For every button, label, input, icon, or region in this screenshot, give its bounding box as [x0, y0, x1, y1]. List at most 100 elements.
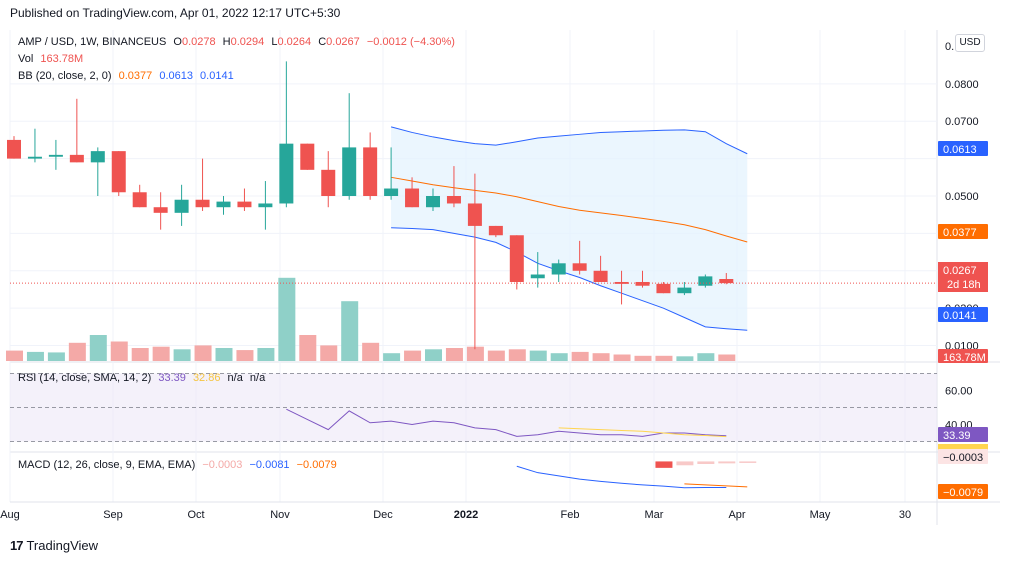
rsi-tick-label: 60.00 [945, 386, 973, 398]
candle-body [300, 143, 315, 170]
rsi-legend: RSI (14, close, SMA, 14, 2) 33.39 32.86 … [18, 372, 266, 384]
volume-legend: Vol 163.78M [18, 53, 84, 65]
bb-lower-value: 0.0141 [200, 70, 234, 82]
volume-bar [655, 355, 673, 361]
time-tick-label: 2022 [454, 509, 478, 521]
macd-value: −0.0081 [249, 459, 290, 471]
volume-bar [131, 348, 149, 361]
candle-body [698, 276, 713, 286]
macd-pane[interactable] [516, 461, 757, 489]
macd-histogram-bar [697, 461, 715, 464]
candle-body [677, 287, 692, 294]
volume-bar [383, 353, 401, 361]
candle-body [614, 281, 629, 284]
countdown-label: 2d 18h [947, 279, 981, 291]
change-value: −0.0012 (−4.30%) [366, 36, 455, 48]
candle-body [405, 188, 420, 208]
volume-bar [278, 277, 296, 361]
volume-bar [634, 355, 652, 361]
volume-badge-label: 163.78M [943, 352, 986, 364]
macd-histogram-bar [739, 461, 757, 463]
high-value: 0.0294 [230, 36, 265, 48]
rsi-pane[interactable] [10, 373, 937, 442]
price-tick-label-top: 0. [945, 41, 954, 53]
volume-bar [26, 351, 44, 361]
candle-body [7, 139, 21, 159]
footer-brand: 17 TradingView [10, 538, 98, 553]
volume-bar [299, 335, 317, 361]
candle-body [27, 156, 42, 159]
candle-body [342, 147, 357, 196]
time-tick-label: Nov [270, 509, 290, 521]
volume-bar [466, 346, 484, 361]
rsi-sma-badge [938, 444, 988, 452]
candle-body [509, 235, 524, 282]
bb-legend: BB (20, close, 2, 0) 0.0377 0.0613 0.014… [18, 70, 234, 82]
volume-bar [592, 353, 610, 361]
macd-histogram-bar [676, 461, 694, 466]
bb-basis-badge-bg [938, 224, 988, 239]
candle-body [572, 263, 587, 271]
last-price-label: 0.0267 [943, 265, 977, 277]
time-tick-label: Aug [0, 509, 20, 521]
price-pane[interactable] [6, 61, 937, 361]
volume-bar [718, 354, 736, 361]
volume-bar [487, 350, 505, 361]
volume-value: 163.78M [40, 53, 84, 65]
candle-body [195, 199, 210, 208]
macd-signal-line [684, 483, 748, 488]
bb-upper-badge-label: 0.0613 [943, 144, 977, 156]
volume-bar [341, 301, 359, 361]
candle-body [216, 201, 231, 208]
candle-body [69, 154, 84, 163]
volume-bar [445, 348, 463, 361]
macd-signal-badge: −0.0079 [938, 484, 988, 499]
candle-body [488, 225, 503, 236]
candle-body [321, 169, 336, 196]
published-caption: Published on TradingView.com, Apr 01, 20… [10, 6, 341, 20]
volume-bar [613, 354, 631, 361]
candle-body [174, 199, 189, 213]
candle-body [635, 281, 650, 286]
volume-bar [257, 348, 275, 361]
volume-bar [194, 345, 212, 361]
volume-bar [425, 349, 442, 361]
low-value: 0.0264 [277, 36, 312, 48]
volume-badge-bg [938, 349, 988, 363]
volume-bar [6, 350, 23, 361]
bb-basis-value: 0.0377 [118, 70, 153, 82]
macd-hist-badge-bg [938, 449, 988, 464]
rsi-line [286, 408, 727, 437]
rsi-badge: 33.39 [938, 427, 988, 442]
rsi-sma-line [558, 427, 727, 438]
time-tick-label: May [810, 509, 831, 521]
bb-lower-badge: 0.0141 [938, 307, 988, 322]
time-tick-label: 30 [899, 509, 911, 521]
volume-badge: 163.78M [938, 349, 988, 364]
bb-basis-badge: 0.0377 [938, 224, 988, 239]
volume-bar [676, 356, 694, 361]
macd-signal-badge-label: −0.0079 [943, 487, 983, 499]
candle-body [90, 151, 105, 163]
volume-bar [320, 345, 338, 361]
volume-bar [404, 350, 422, 361]
bb-lower-line [391, 227, 748, 331]
candle-body [551, 263, 566, 275]
macd-histogram-bar [718, 461, 736, 464]
currency-button[interactable]: USD [955, 34, 985, 52]
volume-bar [236, 350, 254, 361]
candle-body [363, 147, 378, 196]
time-tick-label: Dec [373, 509, 393, 521]
macd-histogram-bar [655, 461, 673, 468]
candle-body [426, 196, 440, 208]
volume-bar [110, 341, 128, 361]
volume-bar [68, 342, 86, 361]
volume-bar [89, 335, 107, 361]
candle-body [132, 192, 147, 208]
rsi-value: 33.39 [158, 372, 186, 384]
bb-upper-value: 0.0613 [159, 70, 193, 82]
candle-body [530, 274, 545, 279]
price-tick-label: 0.0500 [945, 191, 979, 203]
tradingview-logo-icon: 17 [10, 538, 24, 553]
